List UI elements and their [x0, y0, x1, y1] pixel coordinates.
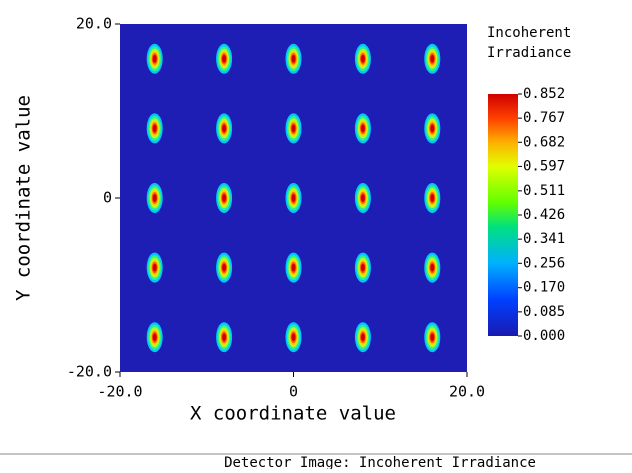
- spot: [354, 113, 371, 144]
- spot-ring: [430, 194, 435, 202]
- colorbar-tick-label: 0.852: [523, 86, 565, 102]
- spot-ring: [360, 263, 365, 272]
- spot-ring: [291, 194, 296, 202]
- x-tick-label: 0: [289, 383, 298, 401]
- spot: [216, 183, 233, 213]
- spot: [424, 322, 441, 353]
- spot-ring: [291, 333, 296, 342]
- spot: [216, 43, 233, 74]
- spot: [146, 322, 163, 353]
- spot-ring: [360, 194, 365, 202]
- spot: [424, 43, 441, 74]
- colorbar-title: Incoherent: [487, 25, 571, 41]
- spot: [216, 322, 233, 353]
- colorbar-tick-label: 0.085: [523, 304, 565, 320]
- y-tick-label: 0: [103, 189, 112, 207]
- spot-ring: [291, 124, 296, 133]
- x-axis-label: X coordinate value: [190, 403, 396, 425]
- spot-ring: [430, 263, 435, 272]
- spot-ring: [222, 263, 227, 272]
- colorbar-tick-label: 0.256: [523, 255, 565, 271]
- spot-ring: [152, 54, 157, 63]
- spot-ring: [222, 194, 227, 202]
- colorbar-tick-label: 0.767: [523, 110, 565, 126]
- spot-ring: [360, 333, 365, 342]
- y-tick-label: 20.0: [76, 15, 112, 33]
- spot-ring: [222, 54, 227, 63]
- spot-ring: [152, 124, 157, 133]
- colorbar-tick-label: 0.426: [523, 207, 565, 223]
- x-tick-label: -20.0: [97, 383, 142, 401]
- spot: [354, 322, 371, 353]
- spot-ring: [430, 54, 435, 63]
- spot-ring: [152, 263, 157, 272]
- colorbar-tick-label: 0.682: [523, 134, 565, 150]
- spot-ring: [152, 194, 157, 202]
- colorbar-tick-label: 0.341: [523, 231, 565, 247]
- colorbar-tick-label: 0.170: [523, 280, 565, 296]
- spot: [146, 183, 163, 213]
- spot-ring: [291, 263, 296, 272]
- spot: [285, 322, 302, 353]
- spot-ring: [360, 124, 365, 133]
- colorbar-tick-label: 0.000: [523, 328, 565, 344]
- spot-ring: [152, 333, 157, 342]
- x-tick-label: 20.0: [449, 383, 485, 401]
- footer: Detector Image: Incoherent Irradiance: [224, 455, 536, 469]
- spot: [285, 113, 302, 144]
- spot: [146, 43, 163, 74]
- spot: [424, 113, 441, 144]
- spot: [216, 113, 233, 144]
- colorbar: [488, 94, 518, 336]
- colorbar-tick-label: 0.597: [523, 158, 565, 174]
- spot: [285, 43, 302, 74]
- spot-ring: [291, 54, 296, 63]
- colorbar-tick-label: 0.511: [523, 183, 565, 199]
- spot-ring: [430, 333, 435, 342]
- spot-ring: [222, 333, 227, 342]
- spot: [146, 252, 163, 283]
- spot: [285, 183, 302, 213]
- spot: [424, 183, 441, 213]
- spot-ring: [222, 124, 227, 133]
- spot: [146, 113, 163, 144]
- spot: [216, 252, 233, 283]
- spot: [354, 183, 371, 213]
- y-axis-label: Y coordinate value: [13, 95, 35, 301]
- colorbar-title: Irradiance: [487, 45, 571, 61]
- spot-ring: [430, 124, 435, 133]
- spot: [424, 252, 441, 283]
- y-tick-label: -20.0: [67, 363, 112, 381]
- spot-ring: [360, 54, 365, 63]
- spot: [285, 252, 302, 283]
- spot: [354, 43, 371, 74]
- spot: [354, 252, 371, 283]
